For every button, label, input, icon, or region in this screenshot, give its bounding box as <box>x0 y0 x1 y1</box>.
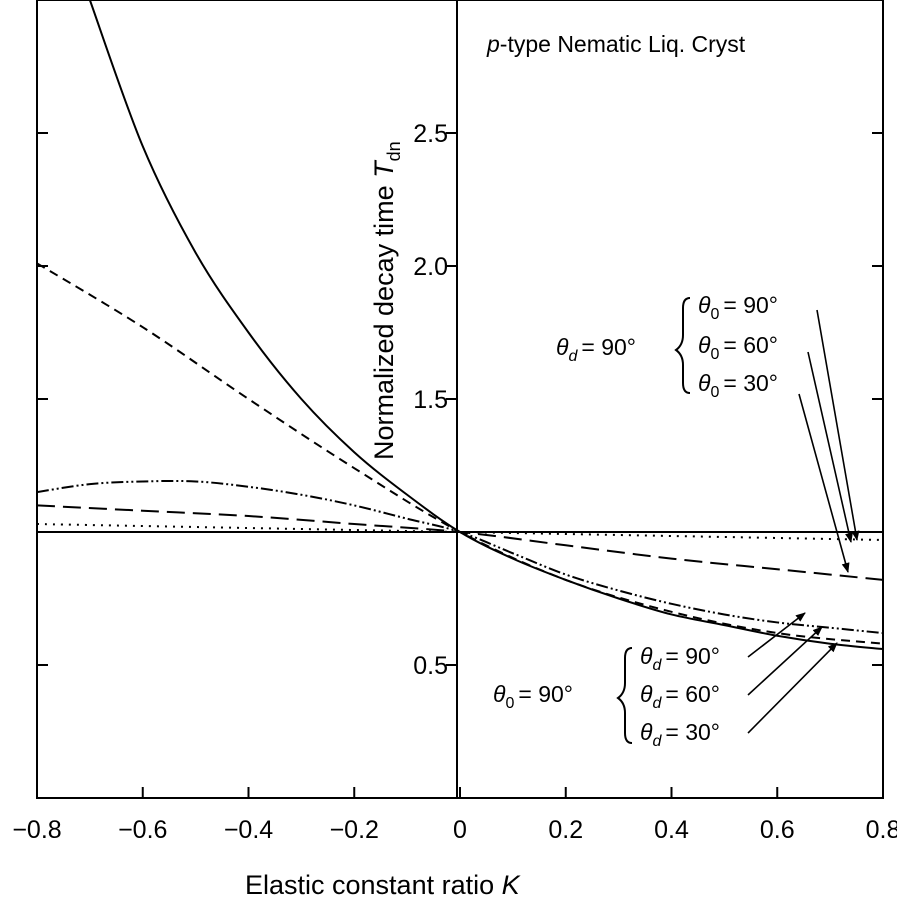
x-axis-var: K <box>502 870 521 900</box>
group-bottom-item-1: θd = 90° <box>640 643 720 674</box>
annotation-group-top: θd = 90° θ0 = 90° θ0 = 60° θ0 = 30° <box>556 292 860 573</box>
group-top-lead: θd = 90° <box>556 334 636 365</box>
plot-frame <box>36 0 884 799</box>
y-tick-label: 0.5 <box>413 652 448 680</box>
tick-group: −0.8 −0.6 −0.4 −0.2 0 0.2 0.4 0.6 0.8 0.5 1.5 2.0 2.… <box>12 120 897 844</box>
curve-group <box>37 0 883 651</box>
x-tick-label: 0 <box>453 816 467 844</box>
x-tick-label: 0.8 <box>866 816 897 844</box>
group-bottom-item-3: θd = 30° <box>640 719 720 750</box>
x-tick-label: −0.6 <box>118 816 167 844</box>
x-tick-label: 0.4 <box>654 816 689 844</box>
arrow-top-1 <box>816 309 860 541</box>
series-line-dash-dot-dot <box>37 479 883 635</box>
group-top-item-2: θ0 = 60° <box>698 332 778 363</box>
group-top-item-1: θ0 = 90° <box>698 292 778 323</box>
arrow-bottom-3 <box>747 642 838 734</box>
y-tick-label: 1.5 <box>413 386 448 414</box>
x-tick-label: −0.2 <box>330 816 379 844</box>
y-tick-label: 2.0 <box>413 253 448 281</box>
x-tick-label: 0.2 <box>548 816 583 844</box>
material-label: p-type Nematic Liq. Cryst <box>486 31 746 57</box>
y-axis-sub: dn <box>384 141 404 161</box>
series-line-long-dash <box>37 504 883 581</box>
arrow-top-3 <box>798 393 850 573</box>
x-tick-label: 0.6 <box>760 816 795 844</box>
y-axis-title: Normalized decay time Tdn <box>369 141 404 460</box>
arrow-bottom-2 <box>747 626 823 696</box>
group-top-item-3: θ0 = 30° <box>698 370 778 401</box>
x-tick-label: −0.8 <box>12 816 61 844</box>
series-line-solid <box>88 0 883 651</box>
group-bottom-brace <box>616 647 633 744</box>
y-axis-var: T <box>369 159 399 178</box>
arrow-top-2 <box>807 351 853 543</box>
x-tick-label: −0.4 <box>224 816 273 844</box>
x-axis-title: Elastic constant ratio K <box>245 870 521 900</box>
arrow-bottom-1 <box>747 612 806 658</box>
annotation-group-bottom: θ0 = 90° θd = 90° θd = 60° θd = 30° <box>493 612 838 750</box>
group-top-brace <box>674 297 691 394</box>
y-tick-label: 2.5 <box>413 120 448 148</box>
series-line-short-dash <box>37 262 883 645</box>
group-bottom-item-2: θd = 60° <box>640 681 720 712</box>
group-bottom-lead: θ0 = 90° <box>493 681 573 712</box>
